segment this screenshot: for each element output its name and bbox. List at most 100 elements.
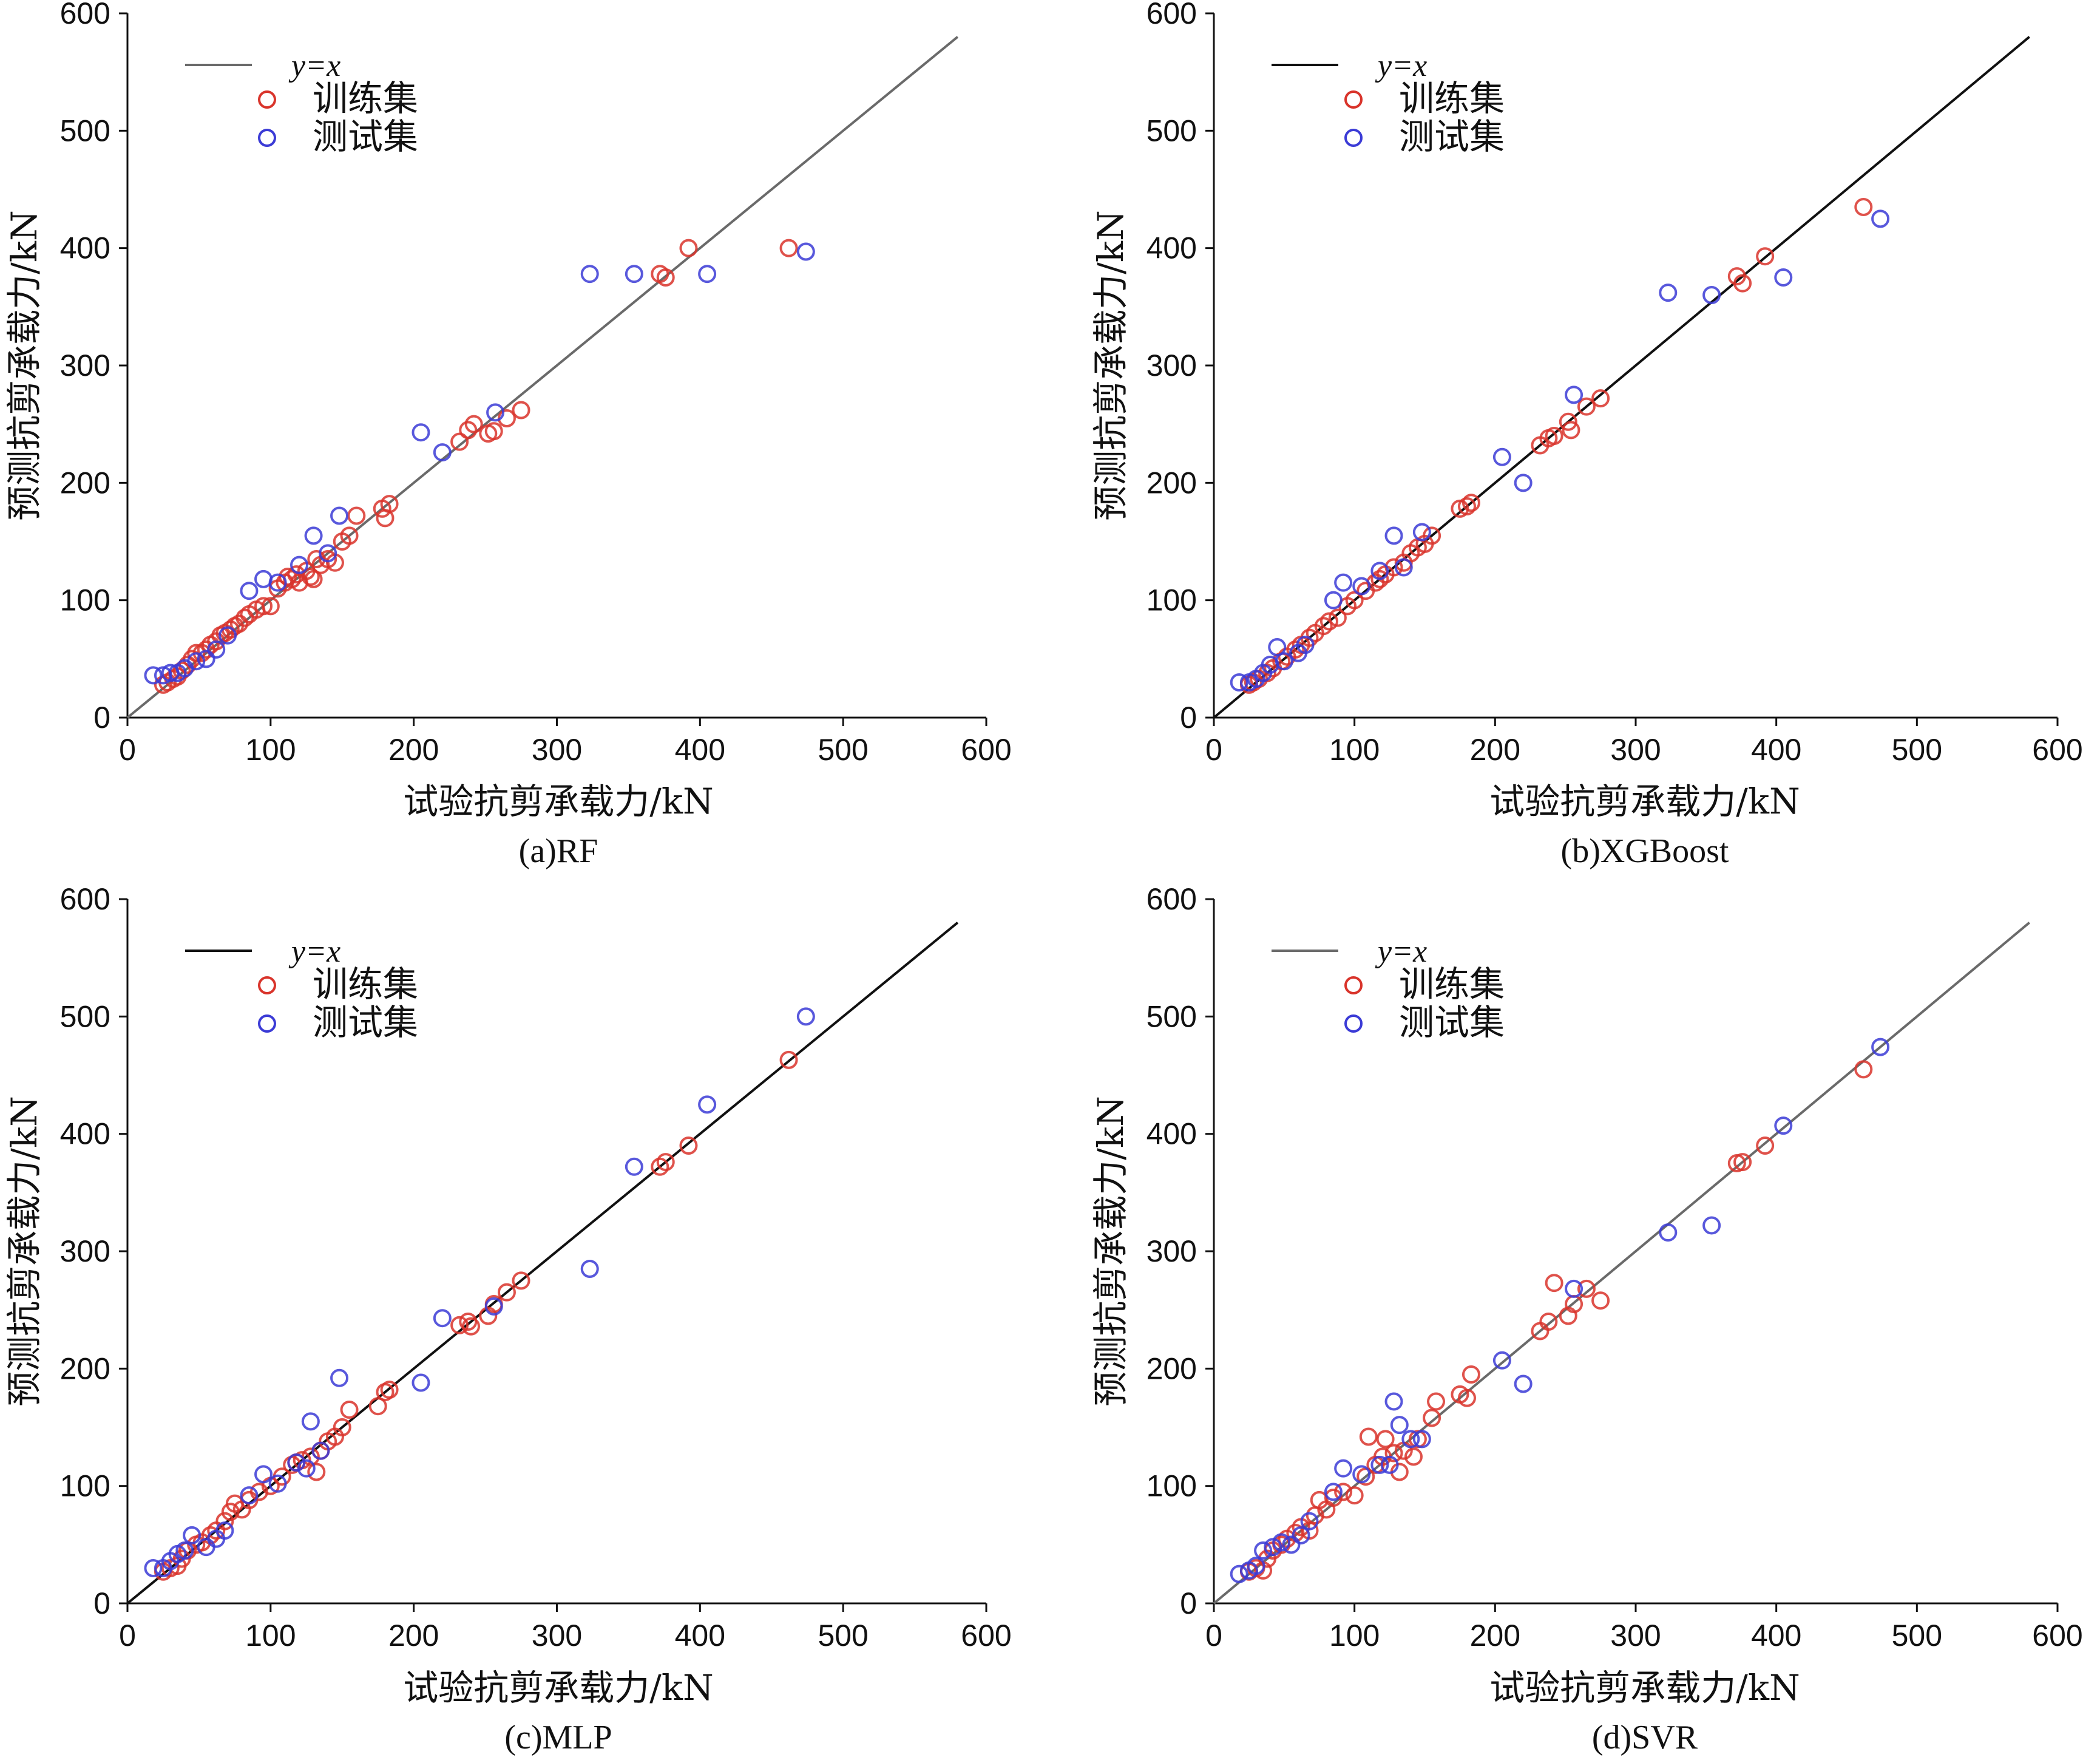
- train-point: [1577, 1279, 1596, 1298]
- train-point: [333, 1418, 351, 1436]
- train-point: [261, 597, 280, 616]
- train-point: [1384, 1444, 1403, 1463]
- test-point: [1492, 447, 1511, 466]
- train-point: [1324, 1489, 1343, 1507]
- test-point: [1324, 591, 1343, 610]
- test-point: [796, 1007, 815, 1026]
- train-point: [340, 1401, 359, 1419]
- test-point: [1384, 1392, 1403, 1411]
- train-point: [656, 1153, 675, 1172]
- legend-test-marker: [258, 1014, 276, 1033]
- test-point: [1871, 1038, 1890, 1056]
- train-point: [229, 614, 248, 633]
- y-tick-label: 600: [1147, 882, 1197, 916]
- y-tick-label: 300: [1147, 348, 1197, 382]
- train-point: [497, 1283, 516, 1302]
- y-tick-label: 100: [60, 583, 110, 617]
- test-point: [412, 1373, 430, 1392]
- y-tick-label: 500: [60, 999, 110, 1033]
- test-point: [183, 1526, 202, 1544]
- train-point: [512, 401, 530, 420]
- x-axis-title: 试验抗剪承载力/kN: [1489, 1667, 1800, 1708]
- train-point: [1423, 526, 1441, 545]
- test-point: [240, 582, 259, 600]
- test-point: [1230, 673, 1248, 691]
- y-tick-label: 100: [1147, 583, 1197, 617]
- y-tick-label: 0: [93, 701, 110, 735]
- y-tick-label: 400: [1147, 231, 1197, 265]
- legend-train-marker: [1344, 976, 1363, 994]
- test-point: [330, 506, 349, 525]
- y-axis-title: 预测抗剪承载力/kN: [1090, 210, 1131, 520]
- test-point: [1247, 1557, 1265, 1575]
- train-point: [450, 432, 469, 451]
- test-point: [484, 1297, 503, 1316]
- panel-mlp: 0 100 200 300 400 500 600 0 100 200 300 400 500 600 y=…: [4, 882, 1012, 1756]
- test-point: [1401, 1430, 1420, 1449]
- legend-label-test: 测试集: [313, 116, 418, 157]
- x-tick-label: 100: [245, 1619, 296, 1653]
- test-point: [580, 1260, 599, 1278]
- test-point: [301, 1412, 320, 1431]
- panel-svr: 0 100 200 300 400 500 600 0 100 200 300 400 500 600 y=…: [1090, 882, 2083, 1756]
- legend-label-test: 测试集: [313, 1002, 418, 1043]
- legend-test-marker: [1344, 1014, 1363, 1033]
- x-tick-label: 0: [1205, 1619, 1222, 1653]
- x-tick-label: 200: [388, 733, 439, 767]
- test-point: [207, 640, 226, 659]
- train-point: [1328, 608, 1347, 627]
- train-point: [1733, 274, 1752, 293]
- y-tick-label: 400: [60, 1117, 110, 1151]
- y-tick-label: 600: [60, 882, 110, 916]
- y-axis-title: 预测抗剪承载力/kN: [1090, 1096, 1131, 1406]
- test-point: [1871, 209, 1890, 228]
- legend-label-reference: y=x: [1375, 934, 1427, 969]
- test-point: [1565, 1279, 1583, 1298]
- x-tick-label: 400: [675, 733, 725, 767]
- test-point: [1282, 1535, 1301, 1554]
- train-point: [679, 239, 698, 257]
- test-point: [215, 1521, 234, 1540]
- test-point: [304, 526, 323, 545]
- x-tick-label: 400: [1751, 1619, 1801, 1653]
- test-point: [486, 403, 505, 422]
- x-axis-title: 试验抗剪承载力/kN: [403, 781, 713, 822]
- test-point: [1370, 1455, 1389, 1474]
- x-axis-title: 试验抗剪承载力/kN: [1489, 781, 1800, 822]
- legend-label-train: 训练集: [313, 78, 418, 119]
- x-tick-label: 500: [1892, 1619, 1942, 1653]
- test-point: [268, 1474, 287, 1493]
- train-point: [1462, 1365, 1480, 1384]
- test-point: [1370, 562, 1389, 580]
- x-tick-label: 300: [1610, 1619, 1661, 1653]
- test-point: [1394, 558, 1413, 577]
- x-tick-label: 0: [119, 733, 136, 767]
- x-axis-title: 试验抗剪承载力/kN: [403, 1667, 713, 1708]
- train-point: [1462, 494, 1480, 512]
- y-tick-label: 500: [1147, 114, 1197, 148]
- test-point: [1565, 386, 1583, 404]
- train-point: [1756, 247, 1775, 266]
- test-point: [1774, 268, 1793, 287]
- x-tick-label: 100: [1329, 733, 1380, 767]
- train-point: [307, 1463, 326, 1481]
- test-point: [1334, 573, 1353, 592]
- test-point: [287, 1453, 306, 1472]
- test-point: [240, 1486, 259, 1505]
- train-point: [380, 1381, 399, 1399]
- panel-caption-svr: (d)SVR: [1592, 1719, 1698, 1756]
- test-point: [1272, 1533, 1291, 1552]
- y-tick-label: 0: [1180, 701, 1197, 735]
- train-point: [1345, 591, 1364, 610]
- legend-label-test: 测试集: [1399, 1002, 1505, 1043]
- test-point: [1268, 638, 1287, 656]
- x-tick-label: 500: [818, 733, 868, 767]
- train-point: [1458, 1388, 1476, 1407]
- train-point: [1591, 1291, 1610, 1310]
- test-point: [290, 556, 308, 574]
- test-point: [175, 1541, 194, 1560]
- train-point: [1591, 389, 1610, 408]
- reference-line-y-equals-x: [126, 36, 959, 719]
- train-point: [779, 239, 798, 257]
